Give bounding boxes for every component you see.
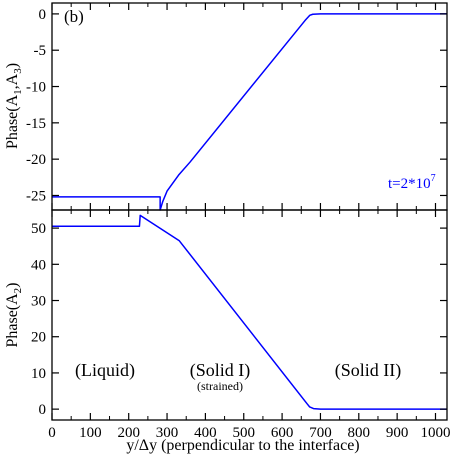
- top-ylabel-main: Phase(A: [4, 94, 21, 149]
- bottom-y-tick-label: 20: [31, 330, 46, 346]
- top-panel: 0 -5 -10 -15 -20 -25 (b) t=2*107 Phase(A1,A3): [4, 2, 448, 211]
- x-tick-label: 200: [117, 425, 140, 441]
- annotation-solid-ii: (Solid II): [335, 360, 402, 381]
- x-tick-label: 300: [156, 425, 179, 441]
- top-y-tick-label: -20: [26, 152, 46, 168]
- annotation-liquid: (Liquid): [75, 360, 135, 381]
- x-tick-label: 400: [194, 425, 217, 441]
- top-y-axis-label: Phase(A1,A3): [4, 63, 24, 149]
- x-axis-label: y/Δy (perpendicular to the interface): [126, 437, 359, 454]
- bottom-y-tick-label: 50: [31, 221, 46, 237]
- annotation-strained: (strained): [197, 379, 243, 393]
- bottom-series-line-0: [52, 214, 447, 410]
- bottom-ylabel-main: Phase(A: [4, 293, 21, 348]
- top-y-tick-label: -5: [34, 43, 47, 59]
- bottom-y-tick-label: 30: [31, 294, 46, 310]
- panel-label: (b): [64, 7, 84, 26]
- top-annotation-time: t=2*107: [388, 173, 436, 192]
- bottom-ylabel-sub: 2: [12, 288, 24, 294]
- top-annotation-exp: 7: [431, 173, 436, 184]
- x-tick-label: 0: [48, 425, 56, 441]
- x-tick-label: 100: [79, 425, 102, 441]
- top-ylabel-sub2: 3: [12, 68, 24, 74]
- x-tick-label: 1000: [420, 425, 450, 441]
- annotation-solid-i: (Solid I): [190, 360, 251, 381]
- top-y-tick-label: 0: [39, 7, 47, 23]
- top-ylabel-sep: ,A: [4, 73, 21, 89]
- x-tick-label: 800: [348, 425, 371, 441]
- bottom-y-tick-label: 10: [31, 366, 46, 382]
- top-series-line-0: [52, 13, 447, 211]
- top-y-tick-label: -15: [26, 116, 46, 132]
- top-y-tick-label: -10: [26, 80, 46, 96]
- bottom-plot-area: [52, 214, 447, 410]
- x-tick-label: 900: [386, 425, 409, 441]
- top-plot-area: [52, 13, 447, 211]
- x-tick-label: 500: [232, 425, 255, 441]
- bottom-y-tick-label: 0: [39, 402, 47, 418]
- x-tick-label: 600: [271, 425, 294, 441]
- bottom-y-axis-label: Phase(A2): [4, 282, 24, 347]
- top-annotation-base: t=2*10: [388, 176, 431, 192]
- top-ylabel-close: ): [4, 63, 21, 68]
- x-tick-label: 700: [309, 425, 332, 441]
- top-ticks: 0 -5 -10 -15 -20 -25: [26, 3, 447, 210]
- top-ylabel-sub1: 1: [12, 89, 24, 95]
- top-y-tick-label: -25: [26, 188, 46, 204]
- bottom-plot-frame: [51, 209, 448, 421]
- bottom-ylabel-close: ): [4, 282, 21, 287]
- bottom-y-tick-label: 40: [31, 257, 46, 273]
